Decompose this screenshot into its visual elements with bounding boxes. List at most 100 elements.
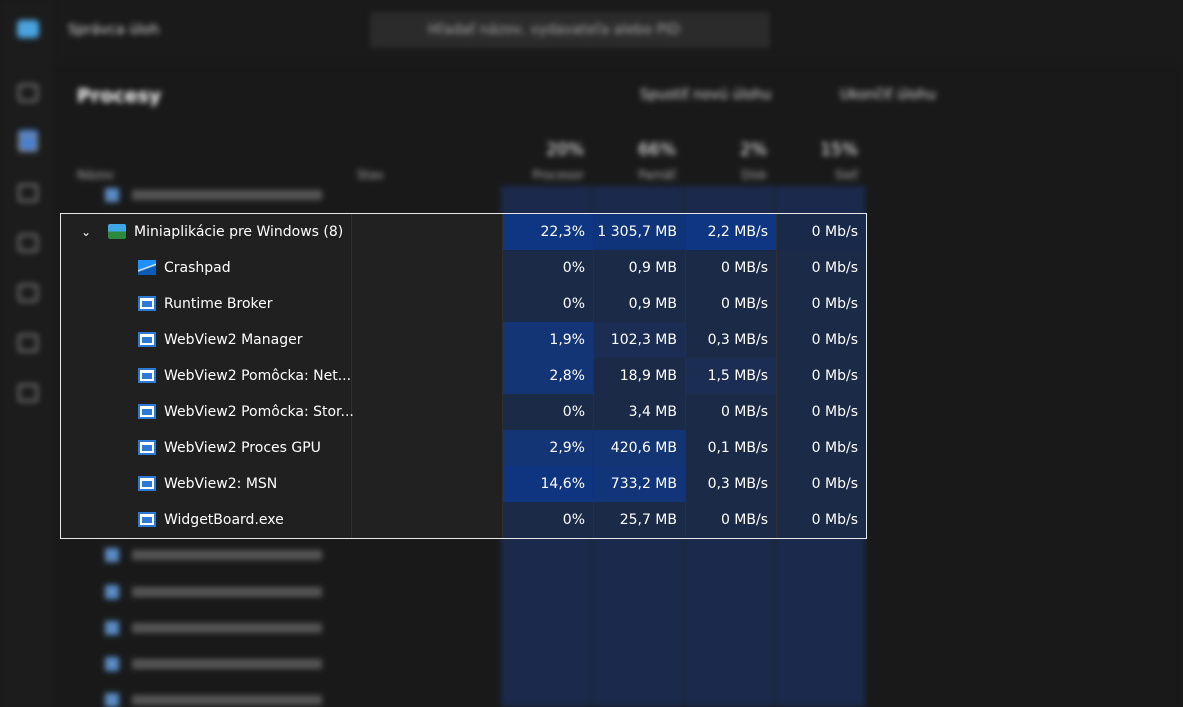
process-row[interactable]: 0% 0,9 MB 0 MB/s 0 Mb/s Runtime Broker [61, 286, 866, 322]
column-percent: 66% [638, 140, 676, 160]
action-button[interactable]: Spustiť novú úlohu [640, 87, 772, 103]
status-cell [351, 214, 502, 250]
expand-chevron[interactable]: ⌄ [81, 225, 92, 239]
value-cell: 0,3 MB/s [685, 322, 776, 358]
process-group-panel: 22,3% 1 305,7 MB 2,2 MB/s 0 Mb/s ⌄ Miniapliká… [60, 213, 867, 539]
nav-icon[interactable] [18, 334, 38, 352]
icon-glyph [142, 517, 152, 523]
page-title: Procesy [77, 85, 162, 107]
process-name: WebView2 Proces GPU [164, 440, 321, 456]
process-row[interactable]: 2,8% 18,9 MB 1,5 MB/s 0 Mb/s WebView2 Pomôck… [61, 358, 866, 394]
process-icon [138, 512, 156, 527]
process-row[interactable]: 14,6% 733,2 MB 0,3 MB/s 0 Mb/s WebView2: MSN [61, 466, 866, 502]
process-name: WebView2 Manager [164, 332, 303, 348]
process-icon [138, 476, 156, 491]
process-row[interactable]: 0% 0,9 MB 0 MB/s 0 Mb/s Crashpad [61, 250, 866, 286]
column-header: Názov [77, 168, 115, 182]
value-cell: 22,3% [502, 214, 593, 250]
value-cell: 0 Mb/s [776, 466, 866, 502]
value-cell: 0 Mb/s [776, 214, 866, 250]
process-icon [138, 332, 156, 347]
value-cell: 14,6% [502, 466, 593, 502]
blurred-row [105, 657, 119, 671]
value-cell: 0% [502, 286, 593, 322]
value-cell: 25,7 MB [593, 502, 685, 538]
value-cell: 0 MB/s [685, 286, 776, 322]
value-cell: 0 Mb/s [776, 430, 866, 466]
nav-icon[interactable] [18, 84, 38, 102]
value-cell: 0 Mb/s [776, 322, 866, 358]
value-cell: 1,5 MB/s [685, 358, 776, 394]
blurred-row [105, 585, 119, 599]
blurred-row [105, 548, 119, 562]
status-cell [351, 322, 502, 358]
status-cell [351, 430, 502, 466]
blurred-row [132, 695, 322, 705]
value-cell: 0 Mb/s [776, 286, 866, 322]
nav-icon[interactable] [18, 184, 38, 202]
process-name: WebView2 Pomôcka: Stor... [164, 404, 354, 420]
value-cell: 0,3 MB/s [685, 466, 776, 502]
nav-icon[interactable] [18, 234, 38, 252]
blurred-row [105, 693, 119, 707]
process-icon [138, 260, 156, 275]
value-cell: 0% [502, 394, 593, 430]
process-name: WebView2: MSN [164, 476, 278, 492]
value-cell: 2,9% [502, 430, 593, 466]
value-cell: 0,9 MB [593, 286, 685, 322]
column-percent: 20% [546, 140, 584, 160]
sidebar [0, 0, 52, 707]
column-header: Stav [357, 168, 384, 182]
icon-glyph [142, 337, 152, 343]
process-name: WidgetBoard.exe [164, 512, 284, 528]
value-cell: 102,3 MB [593, 322, 685, 358]
app-title: Správca úloh [68, 22, 160, 38]
status-cell [351, 250, 502, 286]
status-cell [351, 358, 502, 394]
process-row[interactable]: 2,9% 420,6 MB 0,1 MB/s 0 Mb/s WebView2 Proce… [61, 430, 866, 466]
nav-icon[interactable] [18, 384, 38, 402]
column-header: Pamäť [638, 168, 676, 182]
process-name: WebView2 Pomôcka: Net... [164, 368, 352, 384]
search-placeholder: Hľadať názov, vydavateľa alebo PID [428, 22, 680, 38]
group-row[interactable]: 22,3% 1 305,7 MB 2,2 MB/s 0 Mb/s ⌄ Miniapliká… [61, 214, 866, 250]
process-name: Crashpad [164, 260, 231, 276]
blurred-row [132, 190, 322, 200]
nav-icon[interactable] [18, 284, 38, 302]
icon-glyph [142, 481, 152, 487]
process-icon [138, 368, 156, 383]
value-cell: 0 Mb/s [776, 502, 866, 538]
search-box[interactable] [370, 12, 770, 48]
process-row[interactable]: 0% 25,7 MB 0 MB/s 0 Mb/s WidgetBoard.exe [61, 502, 866, 538]
value-cell: 0 Mb/s [776, 250, 866, 286]
value-cell: 0% [502, 502, 593, 538]
nav-icon[interactable] [18, 134, 38, 152]
value-cell: 2,2 MB/s [685, 214, 776, 250]
process-row[interactable]: 1,9% 102,3 MB 0,3 MB/s 0 Mb/s WebView2 Manag… [61, 322, 866, 358]
value-cell: 0 MB/s [685, 394, 776, 430]
value-cell: 0 MB/s [685, 250, 776, 286]
column-percent: 2% [740, 140, 767, 160]
column-header: Sieť [834, 168, 858, 182]
value-cell: 733,2 MB [593, 466, 685, 502]
group-name: Miniaplikácie pre Windows (8) [134, 224, 344, 240]
value-cell: 0% [502, 250, 593, 286]
value-cell: 0 Mb/s [776, 358, 866, 394]
icon-glyph [142, 409, 152, 415]
value-cell: 0,1 MB/s [685, 430, 776, 466]
value-cell: 420,6 MB [593, 430, 685, 466]
process-icon [138, 404, 156, 419]
value-cell: 18,9 MB [593, 358, 685, 394]
value-cell: 1,9% [502, 322, 593, 358]
icon-glyph [142, 373, 152, 379]
blurred-row [132, 587, 322, 597]
value-cell: 1 305,7 MB [593, 214, 685, 250]
column-header: Procesor [532, 168, 584, 182]
value-cell: 3,4 MB [593, 394, 685, 430]
status-cell [351, 394, 502, 430]
value-cell: 0,9 MB [593, 250, 685, 286]
process-row[interactable]: 0% 3,4 MB 0 MB/s 0 Mb/s WebView2 Pomôcka: St… [61, 394, 866, 430]
blurred-row [132, 659, 322, 669]
action-button[interactable]: Ukončiť úlohu [840, 87, 936, 103]
